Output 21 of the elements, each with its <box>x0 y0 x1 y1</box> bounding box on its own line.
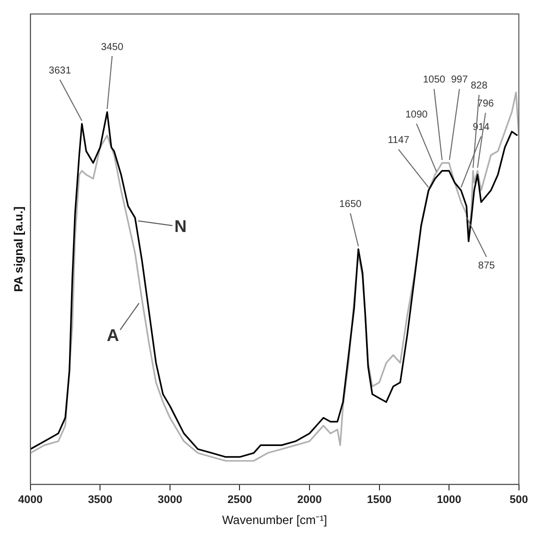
annotation: 997 <box>451 74 468 86</box>
annotation: 3631 <box>48 66 72 77</box>
text: N <box>174 217 187 236</box>
x-tick-label: 1500 <box>367 494 392 506</box>
annotation: 828 <box>470 80 488 92</box>
annotation: 875 <box>478 260 496 272</box>
x-tick-label: 3500 <box>88 494 112 506</box>
x-tick-label: 500 <box>510 494 528 506</box>
annotation: 1050 <box>422 74 446 86</box>
x-tick-label: 2500 <box>227 494 252 506</box>
annotation: 1147 <box>388 135 410 146</box>
annotation: 1090 <box>405 109 428 120</box>
series-label: A <box>106 326 120 345</box>
annotation: 3450 <box>101 42 124 53</box>
x-tick-label: 3000 <box>158 494 182 506</box>
x-tick-label: 4000 <box>18 494 43 506</box>
x-tick-label: 2000 <box>297 494 322 506</box>
x-axis-title: Wavenumber [cm⁻¹] <box>222 513 328 528</box>
x-tick-label: 1000 <box>436 494 462 506</box>
annotation: 1650 <box>339 198 362 210</box>
y-axis-title: PA signal [a.u.] <box>12 206 26 292</box>
